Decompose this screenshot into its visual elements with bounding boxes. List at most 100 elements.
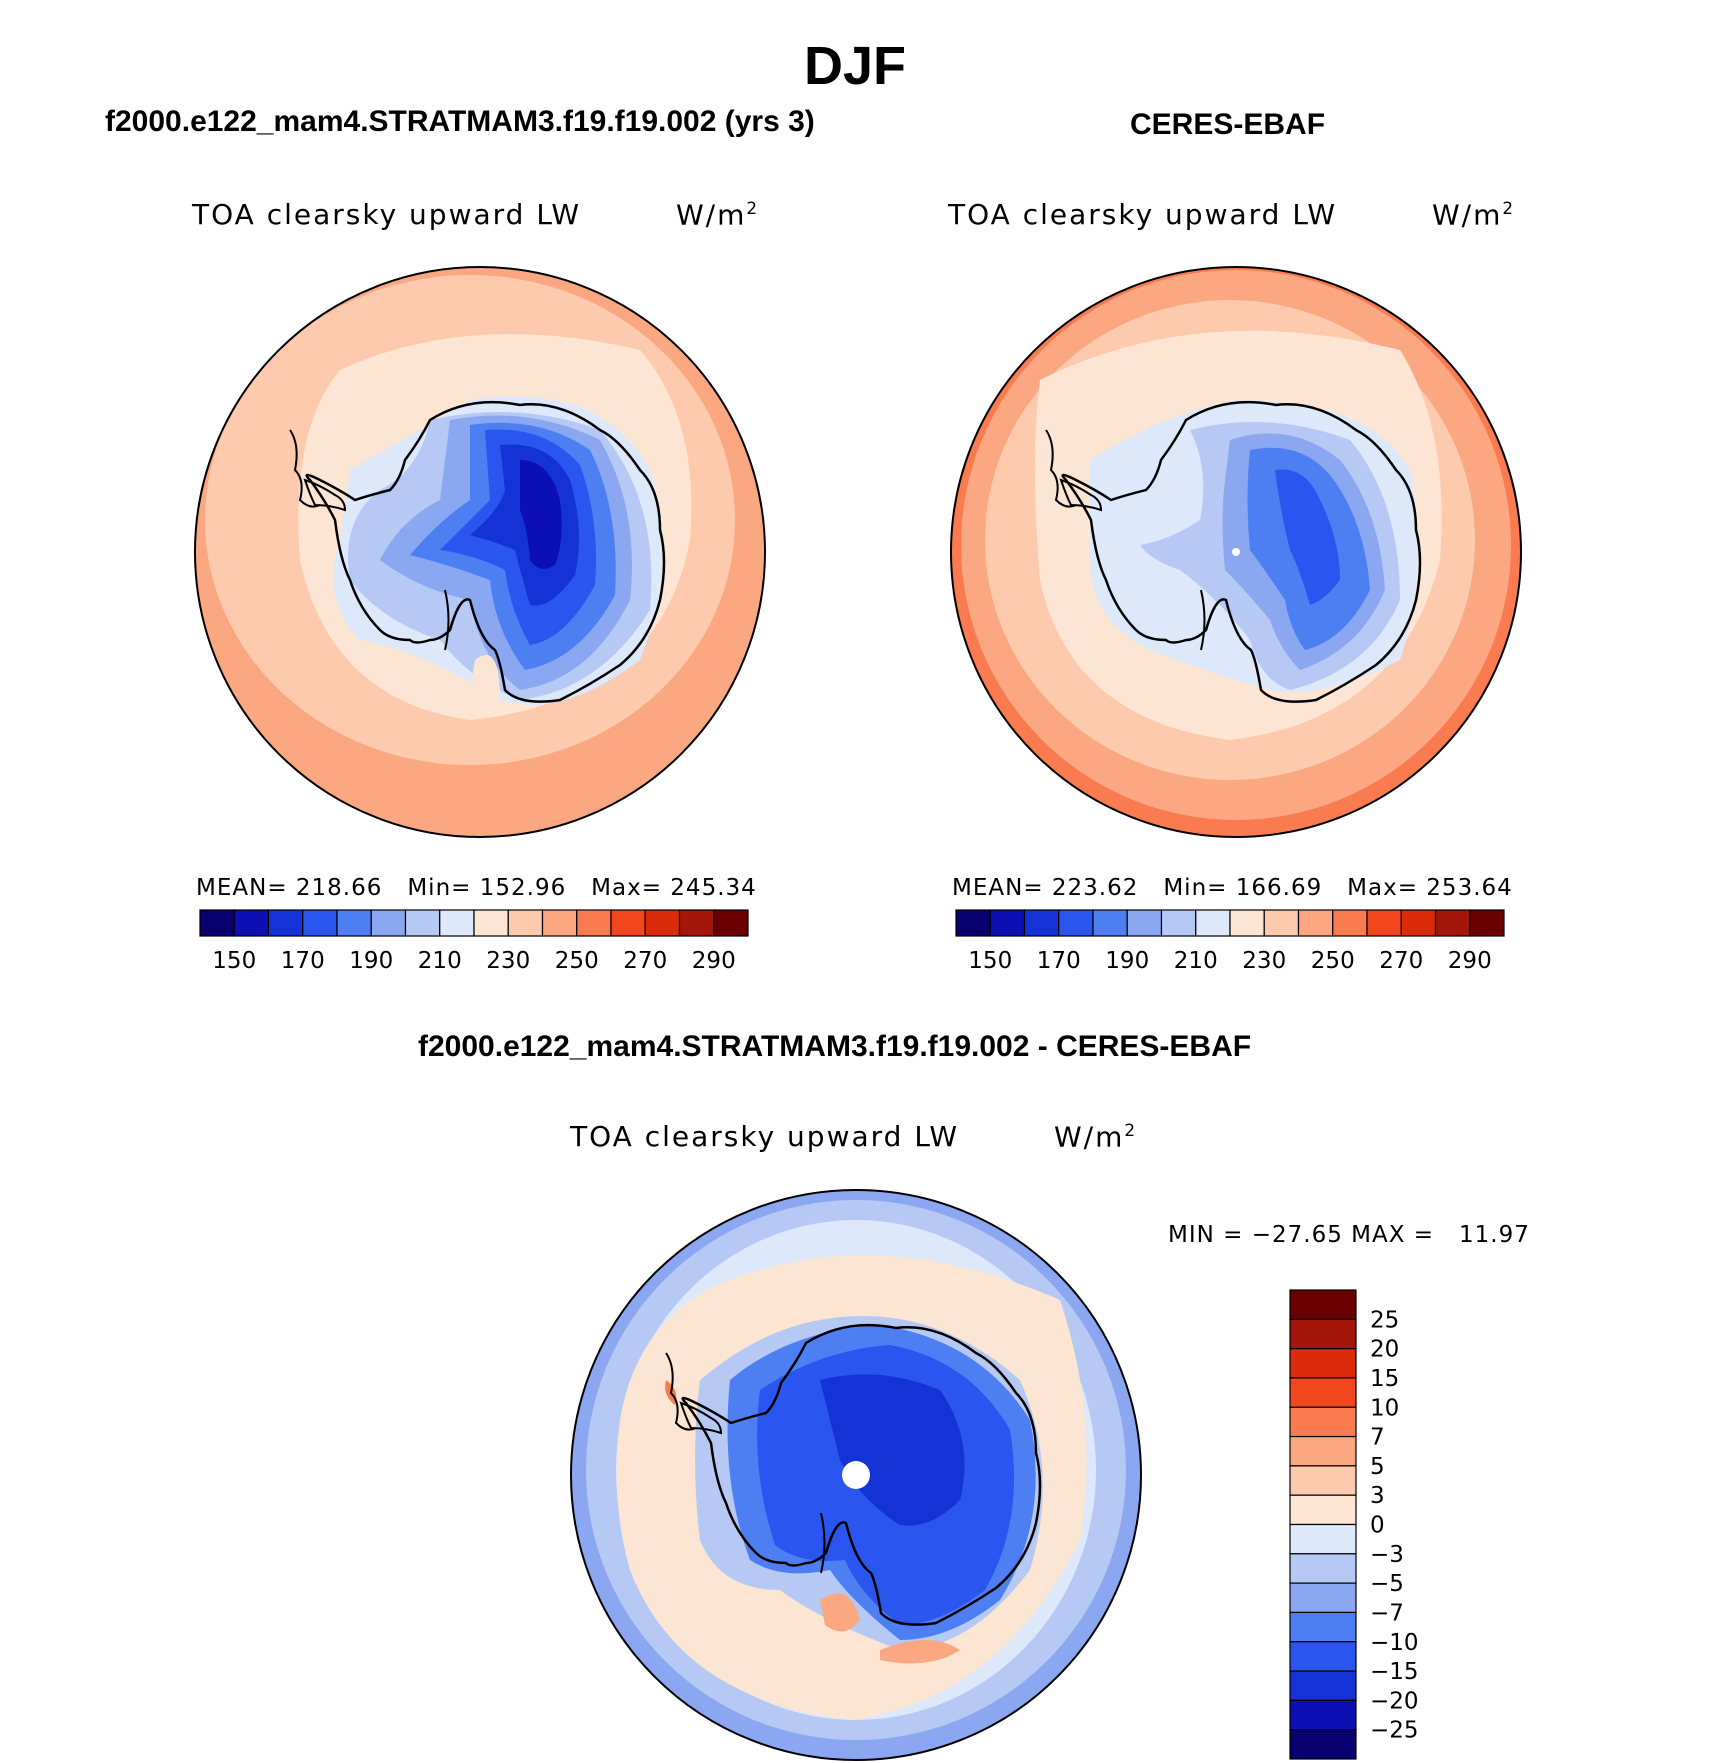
- panel-3-peninsula-coast: [665, 1352, 697, 1431]
- panel-2-colorbar-swatch-12: [1366, 909, 1402, 937]
- panel-2-colorbar-swatch-13: [1400, 909, 1437, 937]
- panel-1-units: W/m2: [676, 198, 760, 232]
- panel-3-colorbar-tick-label: 3: [1370, 1483, 1385, 1509]
- panel-2-colorbar: 150 170 190 210 230 250 270 290: [955, 909, 1505, 974]
- panel-3-colorbar-tick-label: 0: [1370, 1513, 1385, 1539]
- panel-1-colorbar-swatch-12: [610, 909, 646, 937]
- panel-3-colorbar-tick-label: −7: [1370, 1600, 1404, 1626]
- panel-1-colorbar-tick-label: 290: [692, 948, 736, 974]
- panel-1-colorbar-tick-label: 270: [623, 948, 667, 974]
- panel-3-coastline: [681, 1323, 1042, 1626]
- panel-3-colorbar-tick-label: 25: [1370, 1307, 1399, 1333]
- panel-3-colorbar-tick-label: 5: [1370, 1454, 1385, 1480]
- panel-2-variable-label: TOA clearsky upward LW: [948, 198, 1338, 231]
- panel-3-colorbar-tick-label: −15: [1370, 1659, 1419, 1685]
- panel-1-colorbar-swatch-8: [473, 909, 509, 937]
- panel-2-stats: MEAN= 223.62 Min= 166.69 Max= 253.64: [952, 875, 1513, 901]
- panel-3-colorbar-tick-label: −3: [1370, 1542, 1404, 1568]
- panel-1-colorbar-swatch-9: [507, 909, 544, 937]
- panel-1-peninsula-coast: [289, 429, 321, 508]
- panel-2-units: W/m2: [1432, 198, 1516, 232]
- panel-3-colorbar-tick-label: −25: [1370, 1718, 1419, 1744]
- panel-3-colorbar-swatch-4: [1289, 1406, 1357, 1438]
- panel-3-colorbar-swatch-1: [1289, 1318, 1357, 1350]
- panel-2-colorbar-swatch-11: [1332, 909, 1368, 937]
- panel-1-colorbar-tick-label: 190: [349, 948, 393, 974]
- panel-3-colorbar-swatch-12: [1289, 1641, 1357, 1672]
- panel-3-variable-label: TOA clearsky upward LW: [570, 1120, 960, 1153]
- panel-1-colorbar-swatch-3: [302, 909, 338, 937]
- panel-3-colorbar-swatch-15: [1289, 1729, 1357, 1760]
- panel-3-colorbar-tick-label: −20: [1370, 1688, 1419, 1714]
- panel-3-colorbar-tick-label: 7: [1370, 1425, 1385, 1451]
- panel-3-colorbar-swatch-7: [1289, 1494, 1357, 1526]
- panel-3-colorbar-swatch-0: [1289, 1289, 1357, 1320]
- panel-1-case-title: f2000.e122_mam4.STRATMAM3.f19.f19.002 (y…: [105, 105, 815, 138]
- panel-2-case-title: CERES-EBAF: [1130, 108, 1326, 141]
- panel-1-colorbar-tick-label: 210: [418, 948, 462, 974]
- panel-1-colorbar-swatch-11: [576, 909, 612, 937]
- panel-1-colorbar-swatch-1: [233, 909, 270, 937]
- panel-1-stats: MEAN= 218.66 Min= 152.96 Max= 245.34: [196, 875, 757, 901]
- panel-2-colorbar-swatch-9: [1263, 909, 1300, 937]
- panel-2-colorbar-tick-label: 210: [1174, 948, 1218, 974]
- panel-2-colorbar-swatch-8: [1229, 909, 1265, 937]
- panel-3-units: W/m2: [1054, 1120, 1138, 1154]
- panel-1-colorbar: 150 170 190 210 230 250 270 290: [199, 909, 749, 974]
- figure-title: DJF: [803, 36, 906, 96]
- panel-1-colorbar-tick-label: 230: [486, 948, 530, 974]
- panel-1-colorbar-swatch-10: [541, 909, 578, 937]
- panel-3-ice-shelf: [679, 1401, 723, 1435]
- panel-3-colorbar-tick-label: −5: [1370, 1571, 1404, 1597]
- panel-2-colorbar-swatch-2: [1023, 909, 1060, 937]
- panel-3-colorbar-swatch-10: [1289, 1582, 1357, 1614]
- panel-1-colorbar-swatch-13: [644, 909, 681, 937]
- panel-3-colorbar-swatch-14: [1289, 1699, 1357, 1731]
- panel-2-colorbar-tick-label: 270: [1379, 948, 1423, 974]
- panel-3-colorbar-swatch-5: [1289, 1435, 1357, 1467]
- panel-3-colorbar-tick-label: 15: [1370, 1366, 1399, 1392]
- panel-3-colorbar-tick-label: −10: [1370, 1630, 1419, 1656]
- panel-1-colorbar-swatch-4: [336, 909, 372, 937]
- panel-2-colorbar-swatch-4: [1092, 909, 1128, 937]
- panel-3-colorbar-swatch-3: [1289, 1377, 1357, 1408]
- panel-3-colorbar-swatch-8: [1289, 1523, 1357, 1555]
- panel-2-colorbar-swatch-0: [955, 909, 991, 937]
- panel-3-stats: MIN = −27.65 MAX = 11.97: [1168, 1222, 1530, 1248]
- panel-1-colorbar-swatch-7: [439, 909, 475, 937]
- panel-3-ross-shelf-edge: [820, 1512, 826, 1574]
- panel-1-colorbar-swatch-0: [199, 909, 235, 937]
- panel-1-colorbar-swatch-14: [678, 909, 715, 937]
- panel-1-colorbar-swatch-6: [404, 909, 441, 937]
- panel-3-colorbar: 25 20 15 10 7 5 3 0 −3 −5 −7 −10 −15 −20 −25: [1289, 1289, 1419, 1760]
- panel-2-colorbar-tick-label: 170: [1037, 948, 1081, 974]
- panel-3-colorbar-tick-label: 10: [1370, 1395, 1399, 1421]
- panel-2-colorbar-swatch-3: [1058, 909, 1094, 937]
- panel-2-colorbar-swatch-1: [989, 909, 1026, 937]
- panel-2-ross-shelf-edge: [1200, 589, 1206, 651]
- panel-2-map-border: [950, 266, 1522, 838]
- panel-2-colorbar-swatch-15: [1469, 909, 1505, 937]
- panel-2-map: [951, 267, 1521, 837]
- panel-2-colorbar-tick-label: 250: [1311, 948, 1355, 974]
- panel-2-peninsula-coast: [1045, 429, 1077, 508]
- panel-1-colorbar-tick-label: 150: [212, 948, 256, 974]
- panel-3-colorbar-tick-label: 20: [1370, 1337, 1399, 1363]
- panel-2-colorbar-tick-label: 150: [968, 948, 1012, 974]
- panel-1-colorbar-tick-label: 250: [555, 948, 599, 974]
- panel-3-colorbar-swatch-6: [1289, 1465, 1357, 1496]
- panel-1-colorbar-swatch-2: [267, 909, 304, 937]
- panel-3-colorbar-swatch-2: [1289, 1348, 1357, 1379]
- panel-1-variable-label: TOA clearsky upward LW: [192, 198, 582, 231]
- panel-1-coastline: [305, 400, 666, 703]
- panel-1-colorbar-swatch-5: [370, 909, 407, 937]
- panel-2-coastline: [1061, 400, 1422, 703]
- panel-1-ice-shelf: [303, 478, 347, 512]
- panel-1-ross-shelf-edge: [444, 589, 450, 651]
- panel-2-colorbar-swatch-6: [1160, 909, 1197, 937]
- panel-1-map: [195, 267, 765, 837]
- panel-2-colorbar-tick-label: 290: [1448, 948, 1492, 974]
- panel-3-colorbar-swatch-13: [1289, 1670, 1357, 1701]
- panel-1-colorbar-tick-label: 170: [281, 948, 325, 974]
